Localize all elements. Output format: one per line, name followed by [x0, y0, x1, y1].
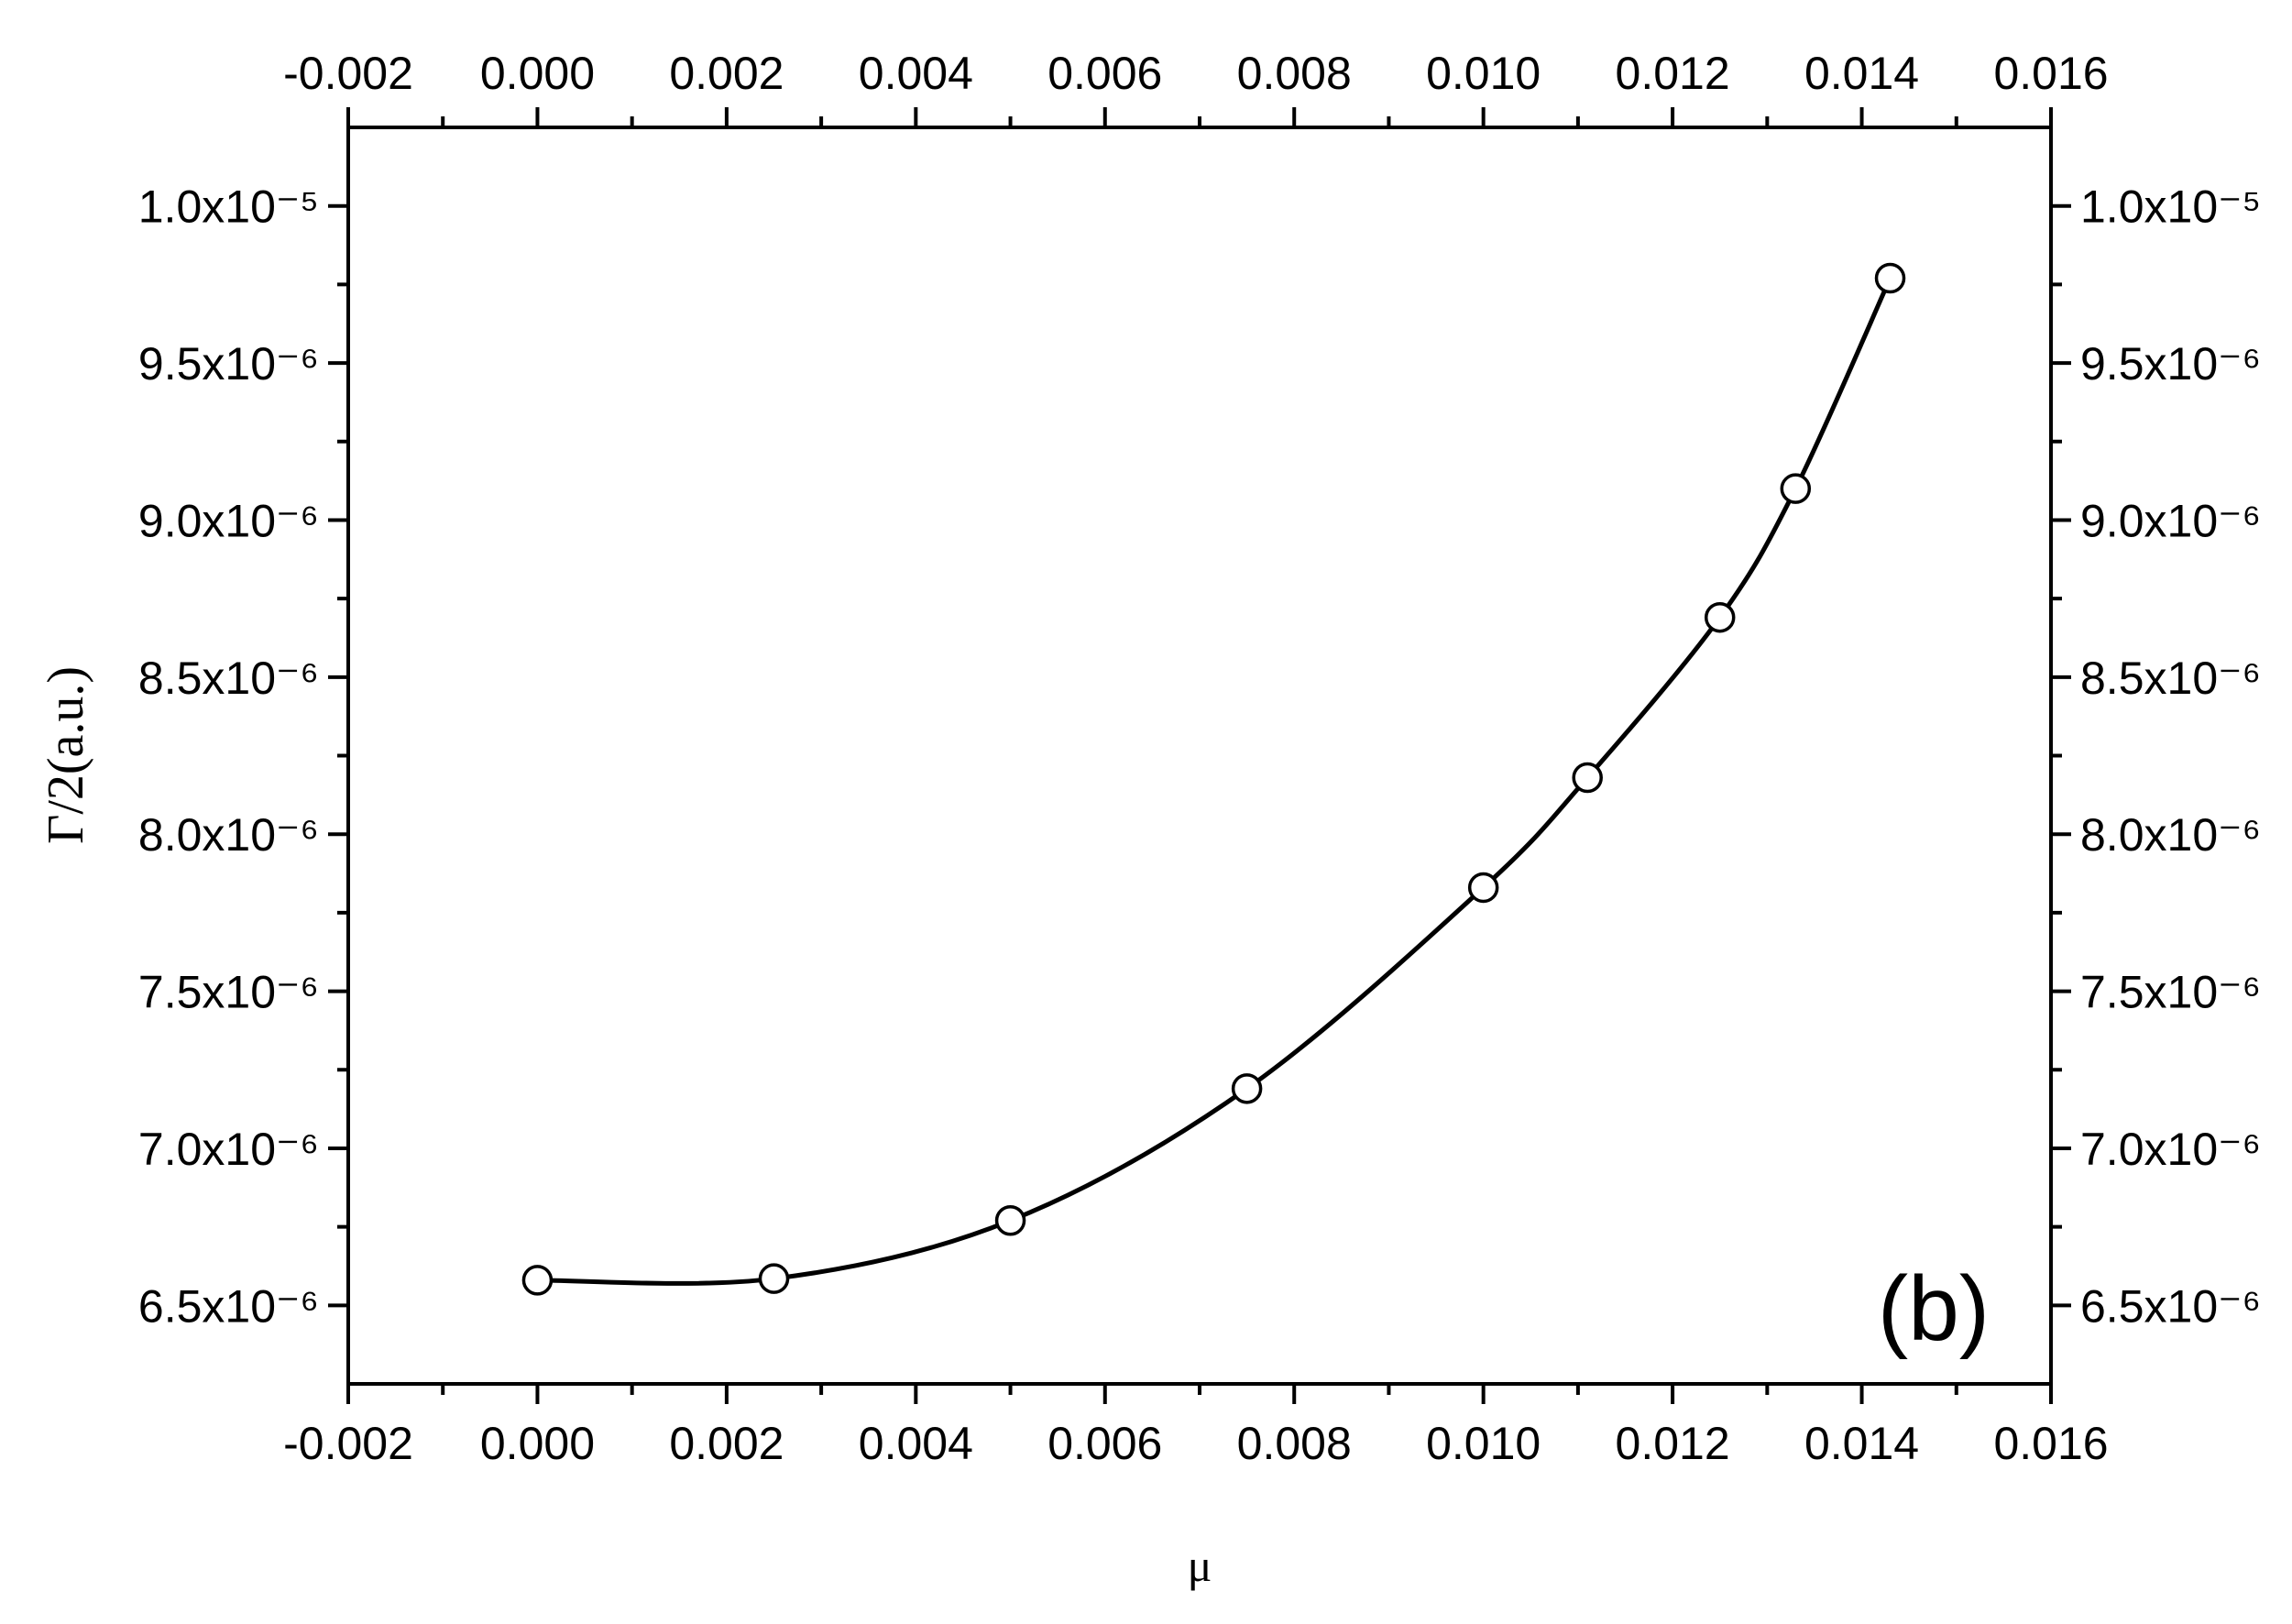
x-tick-label-top: -0.002	[283, 48, 413, 99]
y-tick-label: 9.5x10⁻⁶	[138, 338, 319, 390]
y-tick-label-right: 1.0x10⁻⁵	[2080, 181, 2261, 233]
y-tick-label: 6.5x10⁻⁶	[138, 1280, 319, 1332]
x-tick-label-top: 0.008	[1237, 48, 1352, 99]
x-tick-label-top: 0.014	[1804, 48, 1919, 99]
data-point	[994, 1205, 1026, 1236]
x-tick-label: 0.000	[480, 1418, 595, 1469]
x-tick-label: 0.004	[859, 1418, 973, 1469]
y-tick-label: 7.5x10⁻⁶	[138, 967, 319, 1018]
y-tick-label-right: 8.5x10⁻⁶	[2080, 653, 2261, 704]
annotation: (b)	[1878, 1257, 1990, 1360]
y-tick-label: 9.0x10⁻⁶	[138, 495, 319, 546]
data-point	[521, 1265, 554, 1296]
x-tick-label: -0.002	[283, 1418, 413, 1469]
y-tick-label-right: 7.5x10⁻⁶	[2080, 967, 2261, 1018]
y-tick-label: 7.0x10⁻⁶	[138, 1124, 319, 1175]
data-point	[1572, 762, 1603, 794]
y-tick-label-right: 8.0x10⁻⁶	[2080, 809, 2261, 861]
y-axis-label: Γ/2(a.u.)	[38, 666, 94, 844]
x-tick-label: 0.008	[1237, 1418, 1352, 1469]
x-tick-label-top: 0.002	[669, 48, 784, 99]
x-axis-label: μ	[1188, 1540, 1212, 1591]
x-tick-label-top: 0.016	[1993, 48, 2108, 99]
y-tick-label: 1.0x10⁻⁵	[138, 181, 319, 233]
x-tick-label: 0.006	[1047, 1418, 1162, 1469]
y-tick-label-right: 9.5x10⁻⁶	[2080, 338, 2261, 390]
data-point	[1780, 473, 1812, 504]
x-tick-label-top: 0.004	[859, 48, 973, 99]
data-point	[1467, 872, 1499, 904]
data-point	[758, 1263, 790, 1294]
x-tick-label: 0.002	[669, 1418, 784, 1469]
x-tick-label: 0.016	[1993, 1418, 2108, 1469]
y-tick-label: 8.0x10⁻⁶	[138, 809, 319, 861]
x-tick-label: 0.014	[1804, 1418, 1919, 1469]
plot-frame	[346, 126, 2053, 1386]
data-point	[1874, 262, 1906, 294]
series-line	[537, 277, 1892, 1286]
x-tick-label: 0.010	[1426, 1418, 1541, 1469]
data-point	[1704, 601, 1736, 633]
y-tick-label-right: 6.5x10⁻⁶	[2080, 1280, 2261, 1332]
y-tick-label-right: 7.0x10⁻⁶	[2080, 1124, 2261, 1175]
y-tick-label: 8.5x10⁻⁶	[138, 653, 319, 704]
y-tick-label-right: 9.0x10⁻⁶	[2080, 495, 2261, 546]
x-tick-label-top: 0.012	[1616, 48, 1730, 99]
x-tick-label-top: 0.000	[480, 48, 595, 99]
x-tick-label: 0.012	[1616, 1418, 1730, 1469]
x-tick-label-top: 0.006	[1047, 48, 1162, 99]
x-tick-label-top: 0.010	[1426, 48, 1541, 99]
data-point	[1231, 1073, 1263, 1104]
